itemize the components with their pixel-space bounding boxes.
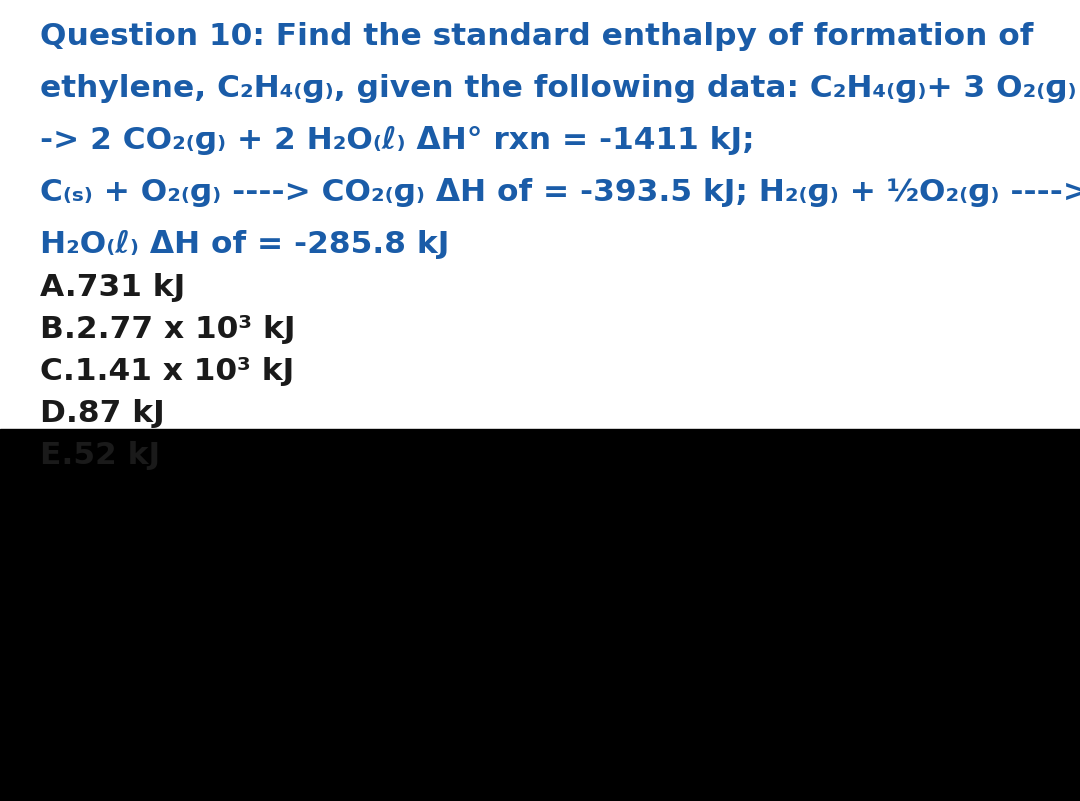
Text: C.1.41 x 10³ kJ: C.1.41 x 10³ kJ <box>40 357 294 386</box>
Bar <box>0 429 1080 801</box>
Text: ethylene, C₂H₄₍ɡ₎, given the following data: C₂H₄₍ɡ₎+ 3 O₂₍ɡ₎ ---: ethylene, C₂H₄₍ɡ₎, given the following d… <box>40 74 1080 103</box>
Bar <box>0 0 1080 429</box>
Text: B.2.77 x 10³ kJ: B.2.77 x 10³ kJ <box>40 315 296 344</box>
Text: H₂O₍ℓ₎ ΔH of = -285.8 kJ: H₂O₍ℓ₎ ΔH of = -285.8 kJ <box>40 230 449 259</box>
Text: E.52 kJ: E.52 kJ <box>40 441 160 470</box>
Text: Question 10: Find the standard enthalpy of formation of: Question 10: Find the standard enthalpy … <box>40 22 1034 51</box>
Text: -> 2 CO₂₍ɡ₎ + 2 H₂O₍ℓ₎ ΔH° rxn = -1411 kJ;: -> 2 CO₂₍ɡ₎ + 2 H₂O₍ℓ₎ ΔH° rxn = -1411 k… <box>40 126 755 155</box>
Text: C₍ₛ₎ + O₂₍ɡ₎ ----> CO₂₍ɡ₎ ΔH of = -393.5 kJ; H₂₍ɡ₎ + ½O₂₍ɡ₎ ---->: C₍ₛ₎ + O₂₍ɡ₎ ----> CO₂₍ɡ₎ ΔH of = -393.5… <box>40 178 1080 207</box>
Text: D.87 kJ: D.87 kJ <box>40 399 165 428</box>
Text: A.731 kJ: A.731 kJ <box>40 273 186 302</box>
